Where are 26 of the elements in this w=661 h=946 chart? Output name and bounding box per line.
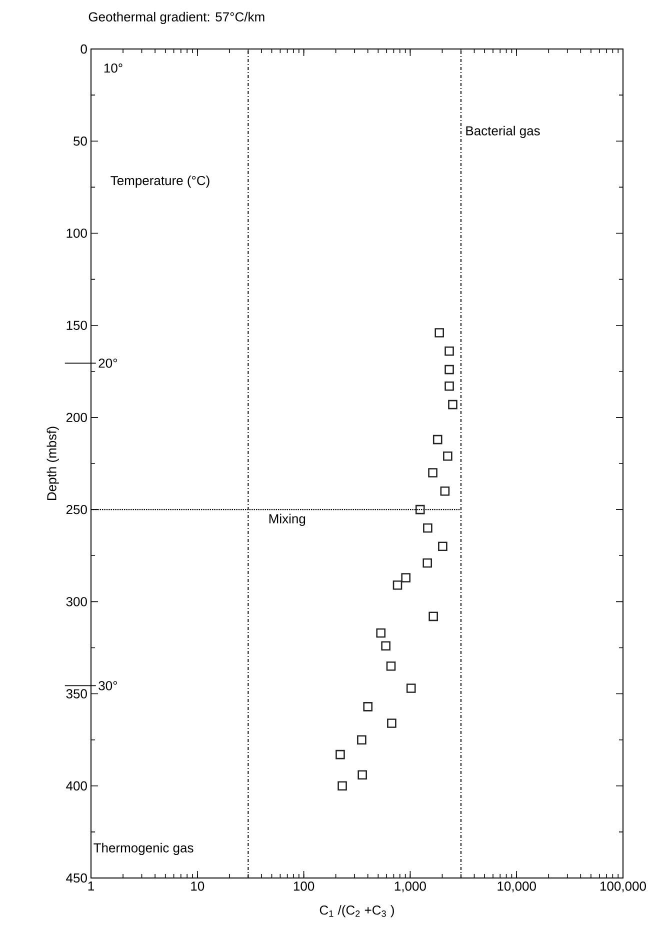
annotation: Bacterial gas <box>466 126 540 138</box>
x-tick-label: 10,000 <box>498 882 536 892</box>
y-tick-label: 100 <box>66 228 87 238</box>
annotation: Thermogenic gas <box>94 842 194 856</box>
y-tick-label: 300 <box>66 597 87 606</box>
y-axis-title: Depth (mbsf) <box>46 426 59 500</box>
annotation: 10° <box>104 63 122 73</box>
y-tick-label: 200 <box>66 412 87 422</box>
x-tick-label: 1,000 <box>394 882 426 892</box>
annotation: Temperature (°C) <box>110 176 210 188</box>
y-tick-label: 450 <box>66 873 87 883</box>
x-tick-label: 100 <box>294 882 314 891</box>
y-tick-label: 400 <box>66 781 87 790</box>
y-tick-label: 150 <box>66 320 87 330</box>
annotation: Mixing <box>269 514 306 526</box>
y-tick-label: 0 <box>80 44 87 54</box>
x-axis-title: C$_{1}$ /(C$_{2}$ +C$_{3}$ ) <box>320 905 394 918</box>
x-tick-label: 10 <box>191 882 204 891</box>
x-tick-label: 100,000 <box>600 882 646 892</box>
y-tick-label: 250 <box>66 504 87 514</box>
y-tick-label: 350 <box>66 689 87 698</box>
annotation: 30° <box>98 681 117 690</box>
chart-title: Geothermal gradient: 57°C/km <box>88 12 264 24</box>
x-tick-label: 1 <box>88 882 94 890</box>
y-tick-label: 50 <box>74 136 87 146</box>
annotation: 20° <box>98 358 117 368</box>
